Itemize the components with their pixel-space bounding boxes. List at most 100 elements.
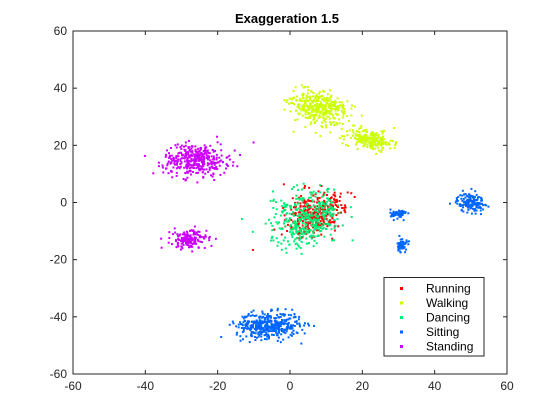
data-point-standing [170,161,173,164]
data-point-sitting [252,326,255,329]
data-point-standing [196,162,199,165]
data-point-walking [329,121,332,124]
data-point-sitting [249,314,252,317]
data-point-dancing [303,213,306,216]
data-point-sitting [277,327,280,330]
data-point-standing [189,163,192,166]
data-point-walking [328,106,331,109]
data-point-dancing [304,215,307,218]
data-point-sitting [270,308,273,311]
data-point-standing [184,144,187,147]
data-point-walking [302,93,305,96]
data-point-dancing [296,197,299,200]
legend-label-running: Running [426,282,471,296]
data-point-walking [312,92,315,95]
data-point-sitting [405,240,408,243]
data-point-dancing [295,194,298,197]
data-point-dancing [334,208,337,211]
data-point-sitting [467,206,470,209]
data-point-dancing [303,232,306,235]
data-point-walking [327,103,330,106]
data-point-walking [317,108,320,111]
data-point-sitting [239,321,242,324]
data-point-running [307,205,310,208]
data-point-walking [329,123,332,126]
data-point-dancing [284,204,287,207]
data-point-standing [168,156,171,159]
data-point-running [316,213,319,216]
data-point-walking [330,103,333,106]
data-point-walking [373,134,376,137]
data-point-sitting [286,324,289,327]
data-point-sitting [292,332,295,335]
data-point-sitting [465,203,468,206]
data-point-standing [216,135,219,138]
data-point-dancing [322,215,325,218]
data-point-running [341,207,344,209]
data-point-walking [325,108,328,111]
data-point-sitting [399,213,402,216]
data-point-sitting [287,326,290,329]
data-point-sitting [402,210,405,213]
data-point-dancing [295,225,298,228]
data-point-dancing [306,227,309,230]
data-point-sitting [290,324,293,327]
data-point-dancing [309,218,312,221]
data-point-standing [143,154,146,157]
data-point-sitting [242,317,245,320]
data-point-walking [352,124,355,127]
data-point-sitting [252,324,255,327]
data-point-sitting [390,213,393,216]
data-point-walking [368,138,371,141]
data-point-running [327,209,330,212]
data-point-walking [381,139,384,142]
data-point-sitting [260,335,263,338]
data-point-standing [206,164,209,167]
data-point-dancing [327,222,330,225]
data-point-standing [228,154,231,157]
data-point-sitting [231,320,234,323]
data-point-sitting [255,336,258,339]
data-point-sitting [481,208,484,211]
data-point-dancing [280,199,283,202]
data-point-walking [290,102,293,105]
data-point-walking [365,139,368,142]
data-point-dancing [293,240,296,243]
data-point-walking [335,113,338,116]
data-point-standing [178,234,181,237]
data-point-sitting [471,199,474,202]
data-point-walking [353,124,356,127]
data-point-walking [325,109,328,112]
y-tick-label: 0 [60,196,67,210]
data-point-walking [350,107,353,110]
data-point-dancing [304,222,307,225]
data-point-walking [321,121,324,124]
data-point-walking [366,139,369,142]
data-point-walking [304,125,307,128]
data-point-walking [359,140,362,143]
data-point-standing [192,233,195,236]
data-point-sitting [262,320,265,323]
data-point-standing [232,161,235,164]
data-point-standing [181,153,184,156]
data-point-sitting [448,202,451,205]
data-point-standing [182,240,185,243]
data-point-sitting [482,204,485,207]
data-point-sitting [257,325,260,328]
data-point-dancing [326,219,329,222]
data-point-running [290,225,293,228]
data-point-walking [335,107,338,110]
data-point-sitting [401,240,404,243]
data-point-sitting [241,324,244,327]
data-point-walking [382,141,385,144]
data-point-sitting [398,244,401,247]
x-tick-label: -60 [64,379,82,393]
data-point-sitting [244,324,247,327]
data-point-running [343,209,346,212]
data-point-running [300,194,303,197]
data-point-sitting [255,319,258,322]
data-point-standing [193,162,196,165]
data-point-dancing [338,212,341,215]
data-point-sitting [301,328,304,331]
data-point-sitting [269,330,272,333]
